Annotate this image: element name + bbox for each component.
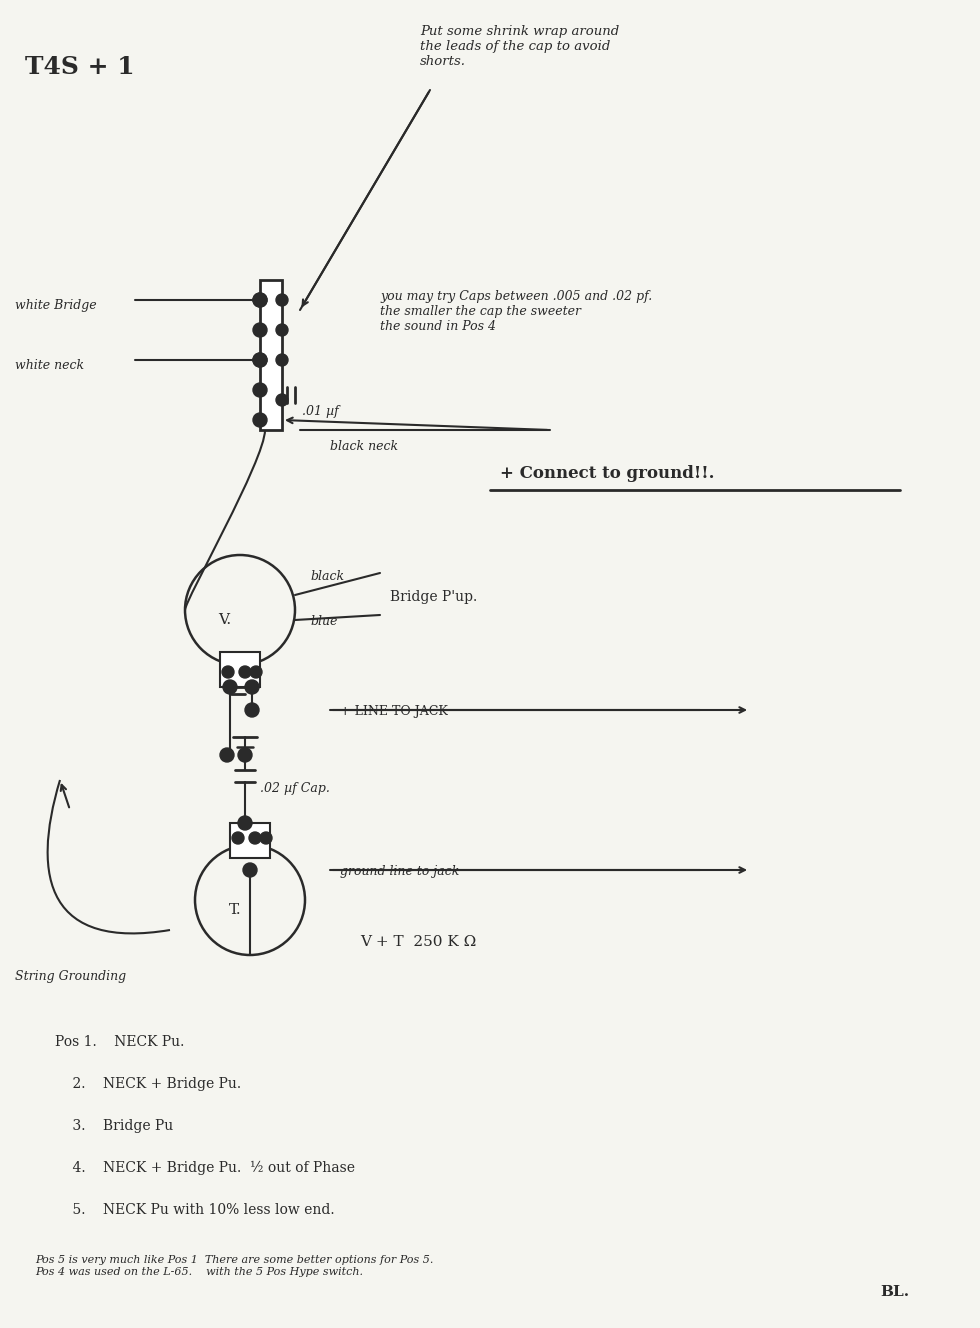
Circle shape (245, 680, 259, 695)
Circle shape (276, 394, 288, 406)
Text: V + T  250 K Ω: V + T 250 K Ω (360, 935, 476, 950)
Text: BL.: BL. (880, 1286, 909, 1299)
Text: ground line to jack: ground line to jack (340, 865, 460, 878)
Text: String Grounding: String Grounding (15, 969, 126, 983)
Text: 3.    Bridge Pu: 3. Bridge Pu (55, 1120, 173, 1133)
Circle shape (220, 748, 234, 762)
Text: you may try Caps between .005 and .02 pf.
the smaller the cap the sweeter
the so: you may try Caps between .005 and .02 pf… (380, 290, 653, 333)
Bar (220, 652, 260, 687)
Circle shape (253, 323, 267, 337)
Text: V.: V. (219, 614, 231, 627)
Text: black: black (310, 570, 344, 583)
Text: + Connect to ground!!.: + Connect to ground!!. (500, 465, 714, 482)
Text: T.: T. (228, 903, 241, 918)
Text: black neck: black neck (330, 440, 398, 453)
Circle shape (253, 353, 267, 367)
Circle shape (276, 324, 288, 336)
Text: + LINE TO JACK: + LINE TO JACK (340, 705, 448, 718)
Bar (260, 280, 282, 430)
Circle shape (276, 293, 288, 305)
Circle shape (253, 413, 267, 428)
Text: Bridge P'up.: Bridge P'up. (390, 590, 477, 604)
Circle shape (243, 863, 257, 876)
Text: 2.    NECK + Bridge Pu.: 2. NECK + Bridge Pu. (55, 1077, 241, 1092)
Circle shape (232, 833, 244, 845)
Circle shape (253, 293, 267, 307)
Circle shape (238, 815, 252, 830)
Text: .02 µf Cap.: .02 µf Cap. (260, 782, 330, 795)
Circle shape (238, 748, 252, 762)
Circle shape (253, 293, 267, 307)
Circle shape (250, 667, 262, 679)
Text: 4.    NECK + Bridge Pu.  ½ out of Phase: 4. NECK + Bridge Pu. ½ out of Phase (55, 1161, 355, 1175)
Bar (230, 823, 270, 858)
Circle shape (249, 833, 261, 845)
Text: 5.    NECK Pu with 10% less low end.: 5. NECK Pu with 10% less low end. (55, 1203, 334, 1216)
Circle shape (222, 667, 234, 679)
Text: Put some shrink wrap around
the leads of the cap to avoid
shorts.: Put some shrink wrap around the leads of… (420, 25, 619, 68)
Text: T4S + 1: T4S + 1 (25, 54, 134, 78)
Text: blue: blue (310, 615, 337, 628)
Circle shape (253, 382, 267, 397)
Text: .01 µf: .01 µf (302, 405, 339, 418)
Circle shape (276, 355, 288, 367)
Circle shape (253, 353, 267, 367)
Text: Pos 1.    NECK Pu.: Pos 1. NECK Pu. (55, 1035, 184, 1049)
Text: white neck: white neck (15, 359, 84, 372)
Circle shape (260, 833, 272, 845)
Text: white Bridge: white Bridge (15, 299, 97, 312)
Circle shape (223, 680, 237, 695)
Text: Pos 5 is very much like Pos 1  There are some better options for Pos 5.
Pos 4 wa: Pos 5 is very much like Pos 1 There are … (35, 1255, 433, 1276)
Circle shape (239, 667, 251, 679)
Circle shape (245, 703, 259, 717)
